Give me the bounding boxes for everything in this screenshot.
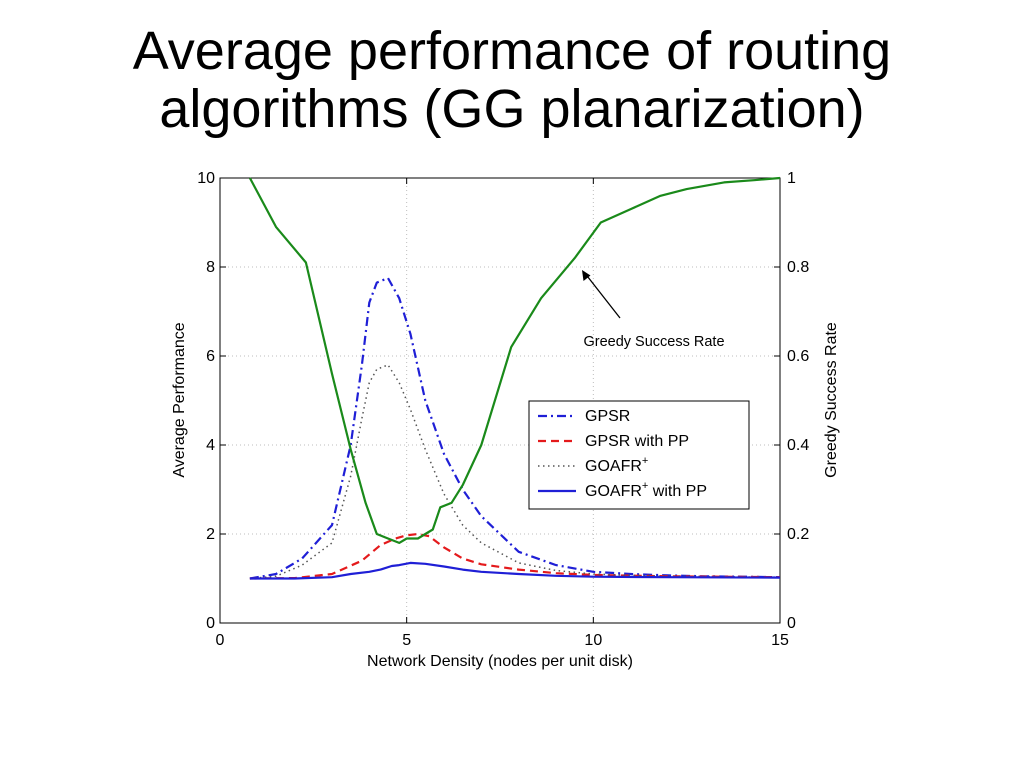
annotation: Greedy Success Rate — [582, 270, 725, 350]
series-goafr-with-pp — [249, 561, 781, 580]
legend-label: GOAFR+ with PP — [585, 480, 707, 500]
y-axis-label: Average Performance — [171, 322, 188, 477]
series-gpsr — [249, 277, 781, 580]
slide-title: Average performance of routing algorithm… — [0, 22, 1024, 138]
y-tick-label: 10 — [197, 170, 215, 187]
y2-tick-label: 0.6 — [787, 348, 809, 365]
y-tick-label: 8 — [206, 259, 215, 276]
x-axis-label: Network Density (nodes per unit disk) — [367, 653, 633, 670]
legend-label: GOAFR+ — [585, 455, 648, 475]
y2-tick-label: 0.4 — [787, 437, 809, 454]
x-tick-label: 10 — [584, 632, 602, 649]
x-tick-label: 0 — [216, 632, 225, 649]
annotation-arrowhead — [582, 270, 591, 281]
y2-tick-label: 0 — [787, 615, 796, 632]
y2-tick-label: 1 — [787, 170, 796, 187]
y-tick-label: 6 — [206, 348, 215, 365]
y-tick-label: 0 — [206, 615, 215, 632]
x-tick-label: 5 — [402, 632, 411, 649]
annotation-text: Greedy Success Rate — [583, 334, 724, 350]
slide-title-line-1: Average performance of routing — [132, 21, 892, 81]
y-tick-label: 4 — [206, 437, 215, 454]
series-greedy-success-rate — [248, 176, 781, 545]
legend: GPSR GPSR with PP GOAFR+ GOAFR+ with PP — [528, 400, 750, 510]
grid — [220, 178, 780, 623]
y2-tick-label: 0.2 — [787, 526, 809, 543]
annotation-arrow-shaft — [583, 271, 621, 319]
y2-tick-label: 0.8 — [787, 259, 809, 276]
series-lines — [248, 176, 781, 580]
series-gpsr-with-pp — [249, 532, 781, 580]
slide-title-line-2: algorithms (GG planarization) — [159, 79, 865, 139]
legend-label: GPSR — [585, 408, 630, 425]
y2-axis-label: Greedy Success Rate — [823, 322, 840, 478]
x-tick-label: 15 — [771, 632, 789, 649]
plot-frame — [219, 177, 781, 624]
y-tick-label: 2 — [206, 526, 215, 543]
legend-label: GPSR with PP — [585, 433, 689, 450]
